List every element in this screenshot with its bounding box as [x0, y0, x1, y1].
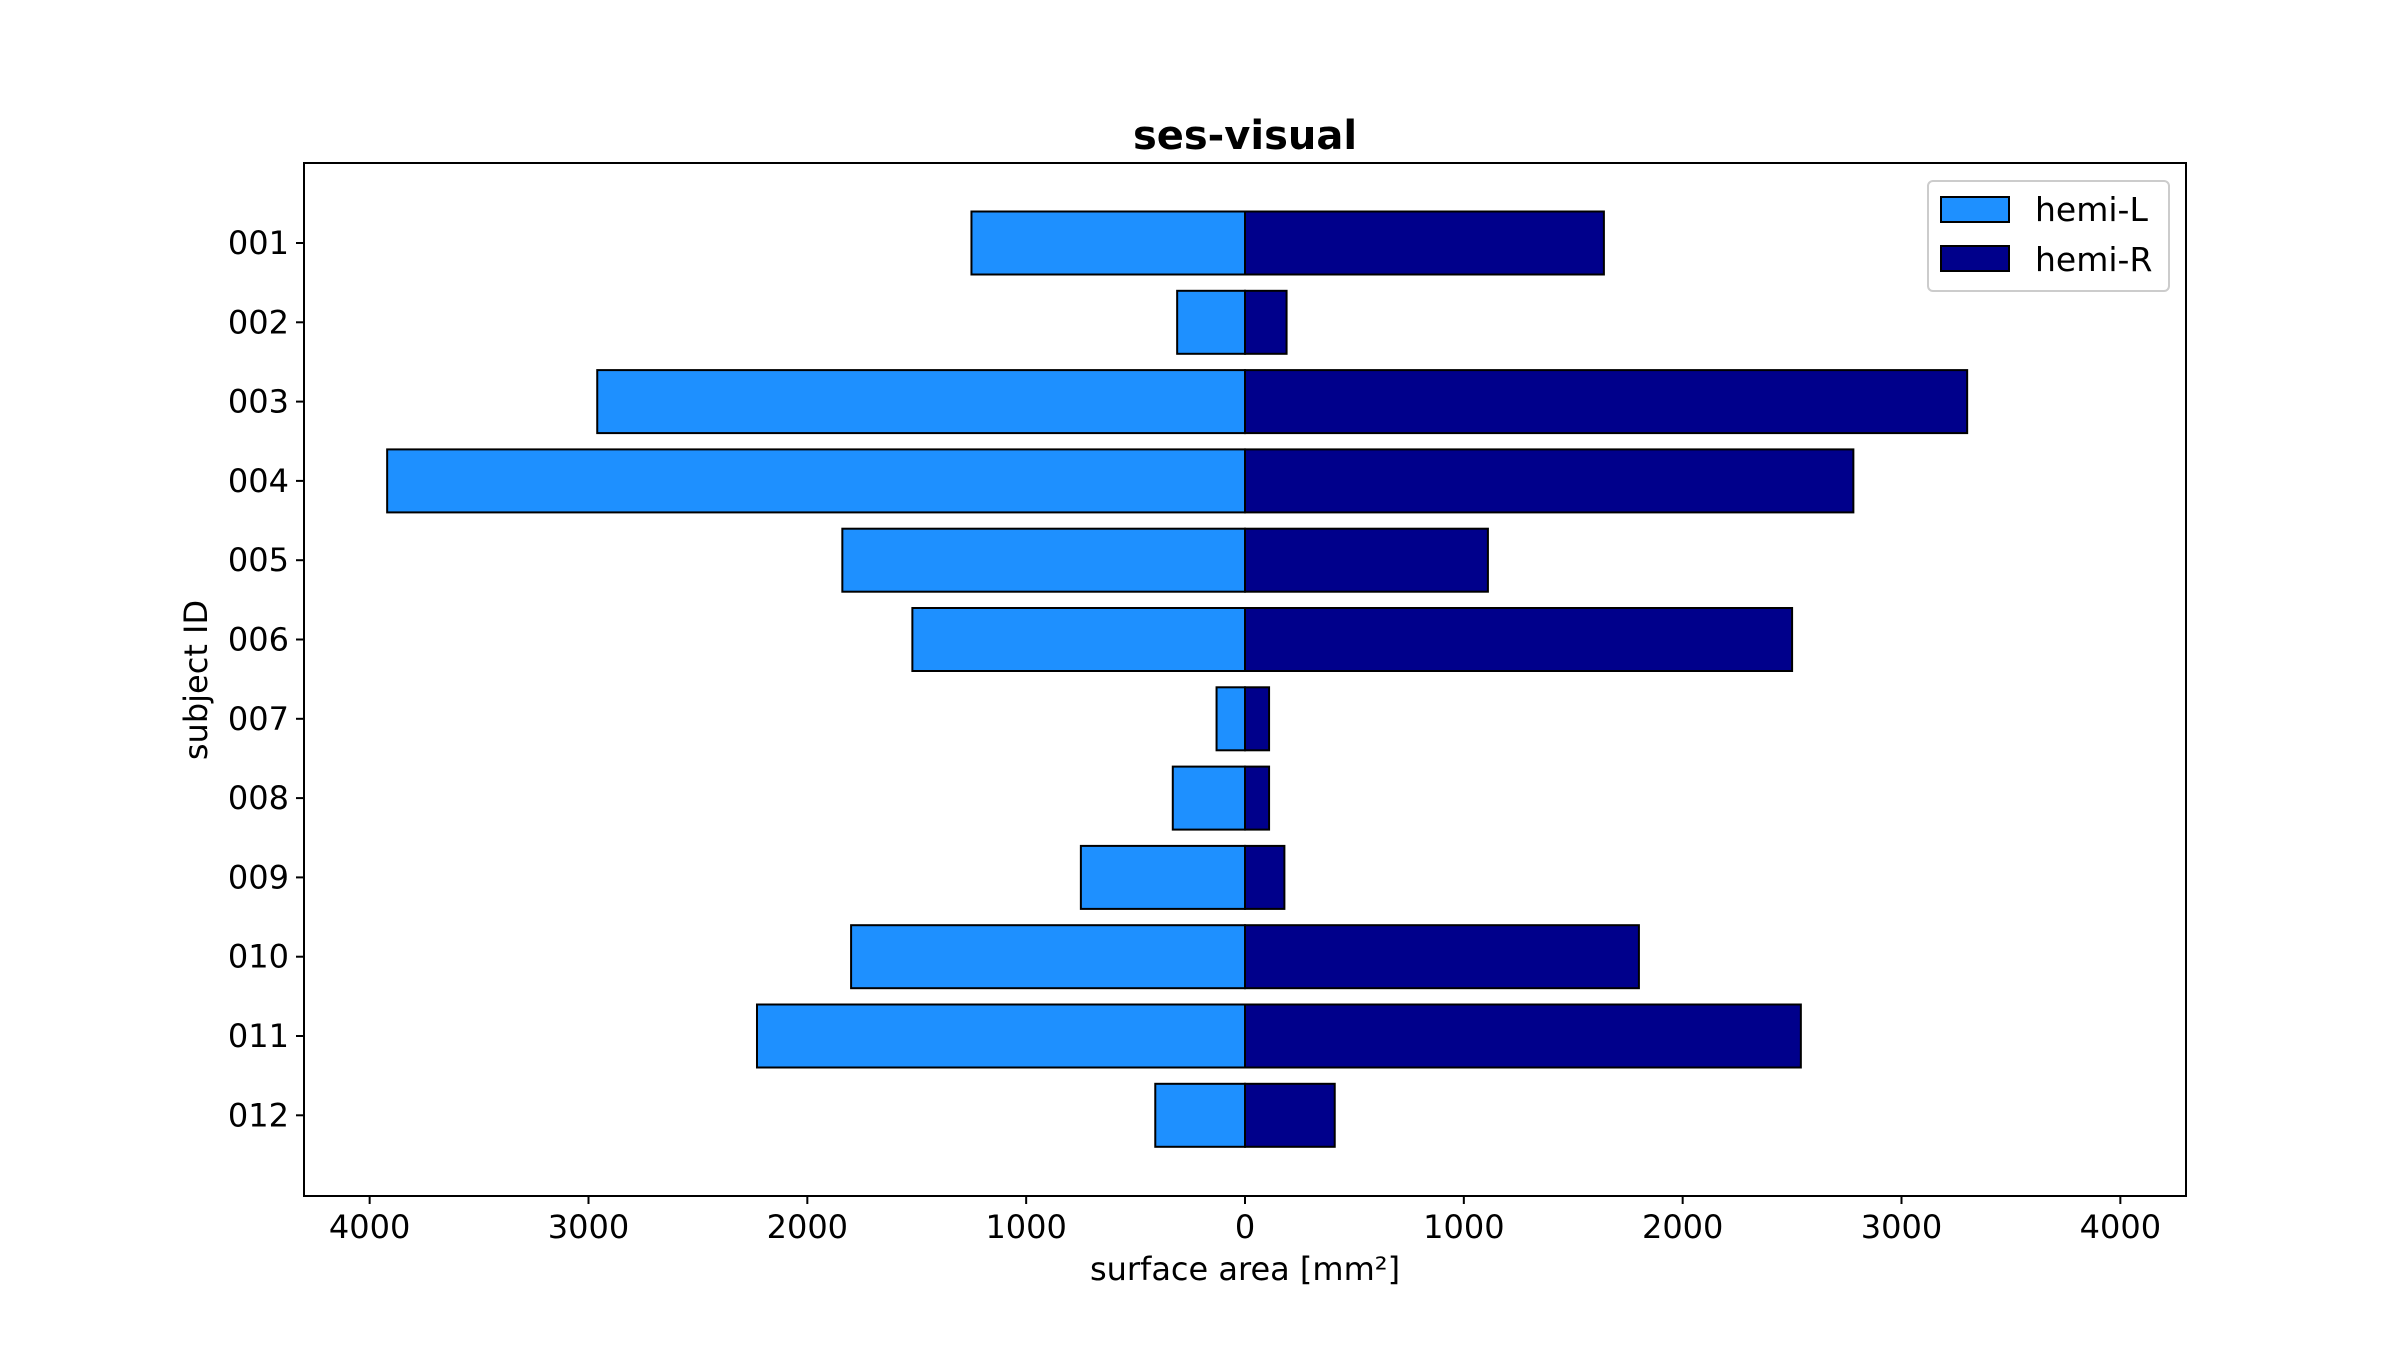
bar-hemi-r-007 [1244, 686, 1271, 752]
bars-layer [386, 210, 1969, 1148]
bar-hemi-r-004 [1244, 448, 1855, 514]
bar-hemi-l-008 [1171, 765, 1246, 831]
y-tick-label-005: 005 [228, 541, 289, 579]
bar-hemi-l-004 [386, 448, 1246, 514]
y-tick-label-002: 002 [228, 303, 289, 341]
legend-swatch-hemi-r [1940, 245, 2010, 272]
x-tick-label: 4000 [2080, 1208, 2161, 1246]
y-tick-label-010: 010 [228, 938, 289, 976]
bar-hemi-l-006 [911, 607, 1246, 672]
bar-hemi-l-002 [1176, 289, 1247, 355]
y-tick-label-004: 004 [228, 462, 289, 500]
legend: hemi-L hemi-R [1927, 180, 2170, 292]
bar-hemi-r-011 [1244, 1003, 1802, 1069]
y-tick-label-001: 001 [228, 224, 289, 262]
bar-hemi-r-003 [1244, 369, 1969, 435]
x-axis: 4000 3000 2000 1000 0 1000 2000 3000 4000 [329, 1196, 2161, 1246]
bar-hemi-l-012 [1154, 1082, 1246, 1148]
bar-hemi-r-010 [1244, 924, 1640, 990]
bar-hemi-r-005 [1244, 527, 1489, 593]
y-tick-label-012: 012 [228, 1096, 289, 1134]
bar-hemi-l-001 [970, 210, 1246, 276]
chart-title: ses-visual [1133, 113, 1357, 159]
legend-label-hemi-r: hemi-R [2035, 240, 2152, 279]
bar-hemi-l-011 [755, 1003, 1247, 1069]
y-tick-label-008: 008 [228, 779, 289, 817]
bar-hemi-r-008 [1244, 765, 1271, 831]
x-tick-label: 2000 [767, 1208, 848, 1246]
x-tick-label: 3000 [548, 1208, 629, 1246]
bar-hemi-l-009 [1079, 844, 1246, 910]
y-tick-label-007: 007 [228, 700, 289, 738]
x-tick-label: 1000 [1423, 1208, 1504, 1246]
bar-hemi-l-007 [1215, 686, 1246, 752]
y-axis: 001 002 003 004 005 006 007 008 009 010 011 012 [228, 224, 304, 1134]
y-tick-label-003: 003 [228, 383, 289, 421]
y-axis-label: subject ID [177, 600, 215, 760]
x-axis-label: surface area [mm²] [1090, 1250, 1400, 1288]
x-tick-label: 0 [1235, 1208, 1255, 1246]
x-tick-label: 3000 [1861, 1208, 1942, 1246]
bar-hemi-r-006 [1244, 607, 1794, 672]
bar-hemi-r-002 [1244, 289, 1288, 355]
bar-hemi-r-001 [1244, 210, 1605, 276]
bar-hemi-l-005 [841, 527, 1246, 593]
bar-hemi-r-009 [1244, 844, 1286, 910]
y-tick-label-011: 011 [228, 1017, 289, 1055]
bar-hemi-l-010 [850, 924, 1246, 990]
y-tick-label-006: 006 [228, 621, 289, 659]
x-tick-label: 2000 [1642, 1208, 1723, 1246]
x-tick-label: 4000 [329, 1208, 410, 1246]
bar-hemi-r-012 [1244, 1082, 1336, 1148]
x-tick-label: 1000 [985, 1208, 1066, 1246]
legend-swatch-hemi-l [1940, 196, 2010, 223]
y-tick-label-009: 009 [228, 858, 289, 896]
legend-label-hemi-l: hemi-L [2035, 190, 2148, 229]
bar-hemi-l-003 [596, 369, 1246, 435]
